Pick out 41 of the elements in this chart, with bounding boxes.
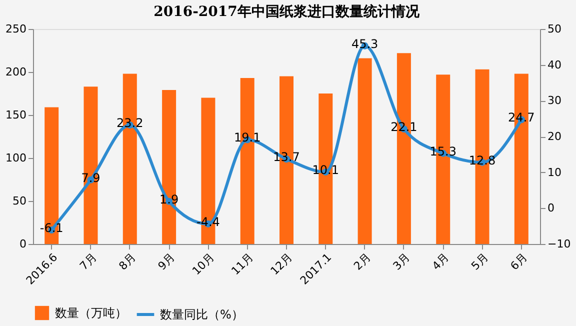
y-tick-label: 100	[6, 152, 26, 164]
y2-tick-label: −10	[548, 238, 571, 250]
x-tick-label: 10月	[190, 250, 217, 278]
bar	[162, 90, 176, 244]
data-label: 1.9	[160, 192, 179, 206]
data-label: 19.1	[234, 130, 261, 145]
x-tick-label: 7月	[77, 250, 100, 273]
chart-title: 2016-2017年中国纸浆进口数量统计情况	[154, 3, 420, 20]
x-tick-label: 2月	[351, 250, 374, 273]
data-label: 10.1	[312, 162, 340, 177]
data-label: -4.4	[196, 214, 220, 229]
bar	[358, 58, 372, 244]
y-tick-label: 0	[20, 238, 26, 250]
y-tick-label: 250	[6, 22, 26, 36]
legend-label: 数量（万吨）	[55, 306, 127, 320]
data-label: 15.3	[430, 144, 456, 158]
x-tick-label: 4月	[430, 250, 452, 273]
data-label: 13.7	[273, 150, 300, 164]
y-tick-label: 150	[6, 108, 26, 122]
x-tick-label: 3月	[390, 250, 412, 273]
y2-tick-label: 10	[548, 166, 562, 179]
y2-tick-label: 50	[548, 22, 562, 36]
data-label: -6.1	[40, 221, 64, 236]
data-label: 24.7	[508, 110, 535, 125]
data-label: 23.2	[116, 116, 144, 130]
x-tick-label: 12月	[268, 250, 295, 278]
y2-tick-label: 30	[548, 94, 562, 108]
y2-tick-label: 0	[548, 202, 554, 215]
y-tick-label: 50	[12, 194, 26, 208]
data-label: 45.3	[351, 36, 378, 51]
y2-tick-label: 40	[548, 58, 562, 72]
bar	[84, 86, 98, 244]
x-tick-label: 6月	[508, 250, 530, 273]
data-label: 22.1	[390, 120, 418, 134]
y-tick-label: 200	[6, 66, 26, 78]
y2-tick-label: 20	[548, 130, 562, 143]
x-tick-label: 11月	[228, 250, 256, 278]
legend-label: 数量同比（%）	[160, 308, 244, 322]
x-tick-label: 9月	[156, 250, 178, 273]
x-tick-label: 5月	[468, 250, 491, 273]
x-tick-label: 8月	[116, 250, 138, 273]
